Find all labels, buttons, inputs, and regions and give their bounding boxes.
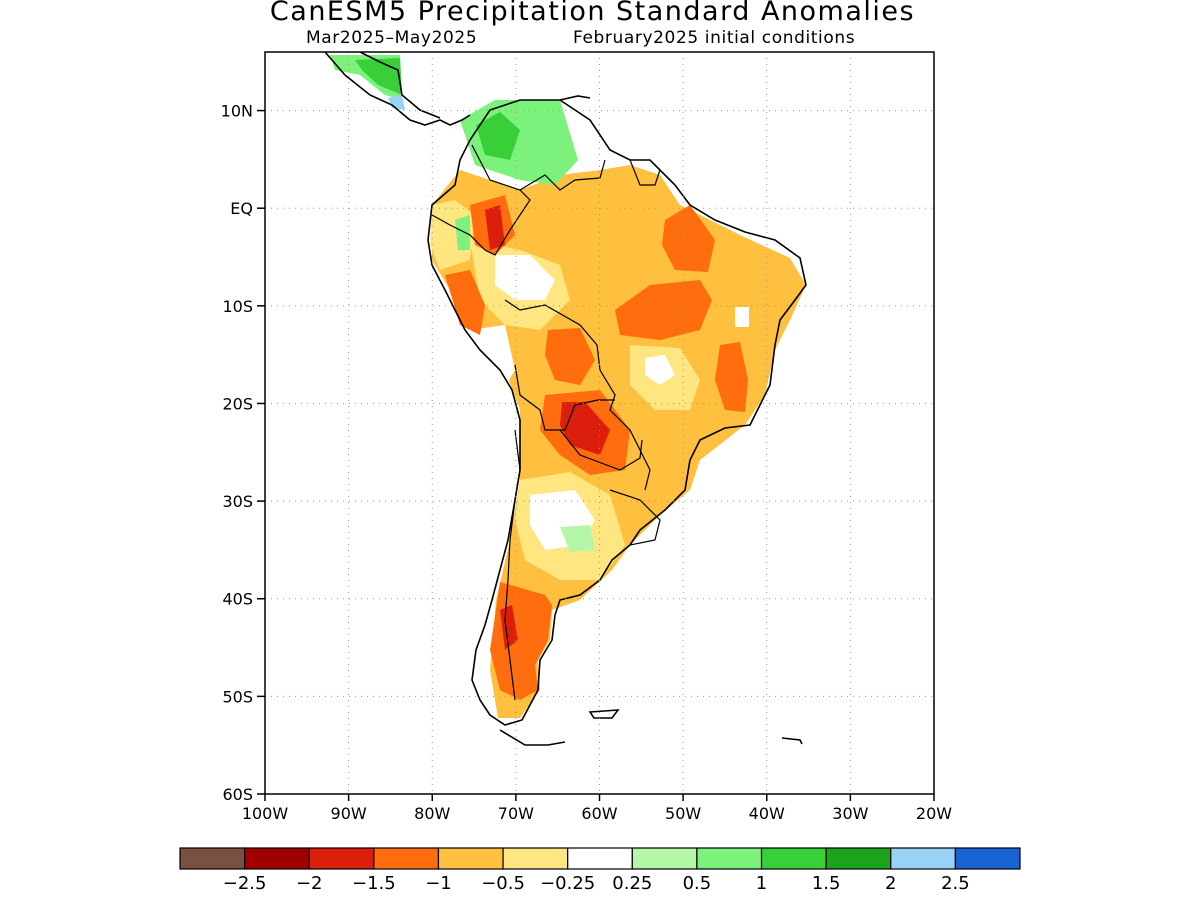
country-borders [431,144,661,701]
colorbar-label: 2 [885,873,896,894]
colorbar-label: 0.25 [612,873,652,894]
anomaly-region-neg-one [490,582,552,700]
lat-tick-label: 40S [222,590,253,609]
country-border [629,159,661,186]
caribbean-coastline [559,95,591,101]
country-border [504,299,651,491]
lat-tick-label: 30S [222,492,253,511]
anomaly-region-neutral [495,255,555,300]
anomaly-region-pos-half [460,100,578,185]
falkland-islands [588,709,620,719]
anomaly-region-neg-one [615,280,712,340]
colorbar-label: −1.5 [352,873,396,894]
colorbar-swatch [502,847,569,870]
country-border [431,144,531,256]
colorbar-swatch [825,847,892,870]
anomaly-region-pos-half [455,215,470,250]
country-border [504,429,521,701]
colorbar-swatch [373,847,440,870]
colorbar-swatch [308,847,375,870]
anomaly-region-pos-one [476,112,520,160]
anomaly-region-neg-one [545,328,595,385]
colorbar-swatch [179,847,246,870]
lon-tick-label: 100W [242,804,289,823]
colorbar-label: −0.5 [481,873,525,894]
lat-tick-label: 10N [221,102,253,121]
lat-tick-label: 60S [222,785,253,804]
colorbar: −2.5 −2 −1.5 −1 −0.5 −0.25 0.25 0.5 1 1.5 2 2.5 [179,847,1021,894]
lat-tick-label: EQ [230,199,253,218]
lat-tick-label: 20S [222,394,253,413]
grid [265,52,934,794]
colorbar-label: −2 [296,873,323,894]
colorbar-swatch [696,847,763,870]
colorbar-swatch [244,847,310,870]
anomaly-fields [330,55,806,718]
anomaly-region-neg-onehalf [485,205,505,250]
colorbar-label: 1 [756,873,767,894]
south-georgia [781,737,803,745]
colorbar-swatch [631,847,698,870]
country-border [514,364,615,431]
anomaly-region-neg-one [445,270,485,335]
colorbar-swatch [954,847,1021,870]
colorbar-swatch [760,847,827,870]
lon-tick-label: 90W [331,804,367,823]
lat-tick-label: 50S [222,687,253,706]
country-border [519,159,606,191]
lat-tick-label: 10S [222,297,253,316]
tierra-del-fuego [499,729,566,746]
map-title: CanESM5 Precipitation Standard Anomalies [269,0,916,27]
country-border [609,489,661,546]
colorbar-label: 0.5 [683,873,712,894]
anomaly-region-neg-one [662,205,715,272]
lon-tick-label: 20W [916,804,952,823]
anomaly-region-neg-onehalf [500,605,518,650]
colorbar-swatch [567,847,633,870]
initial-conditions: February2025 initial conditions [573,28,856,48]
anomaly-region-neutral [735,307,749,327]
country-border [559,429,643,471]
colorbar-swatch [437,847,504,870]
central-america-coastline [324,52,471,126]
lon-tick-label: 30W [832,804,868,823]
lon-tick-label: 80W [414,804,450,823]
anomaly-region-neutral [645,355,675,385]
lon-tick-label: 50W [665,804,701,823]
colorbar-swatch [890,847,956,870]
colorbar-label: −0.25 [540,873,595,894]
lon-tick-label: 60W [581,804,617,823]
lon-tick-label: 70W [498,804,534,823]
anomaly-region-pos-two [388,95,405,110]
anomaly-region-pos-quarter [560,525,595,552]
central-america-coastline [359,52,441,119]
colorbar-label: −2.5 [223,873,267,894]
lon-tick-label: 40W [749,804,785,823]
colorbar-label: 2.5 [941,873,970,894]
colorbar-label: 1.5 [812,873,841,894]
forecast-period: Mar2025–May2025 [306,28,478,48]
colorbar-label: −1 [425,873,452,894]
anomaly-region-neg-onehalf [560,402,610,455]
anomaly-region-neg-one [715,342,748,412]
